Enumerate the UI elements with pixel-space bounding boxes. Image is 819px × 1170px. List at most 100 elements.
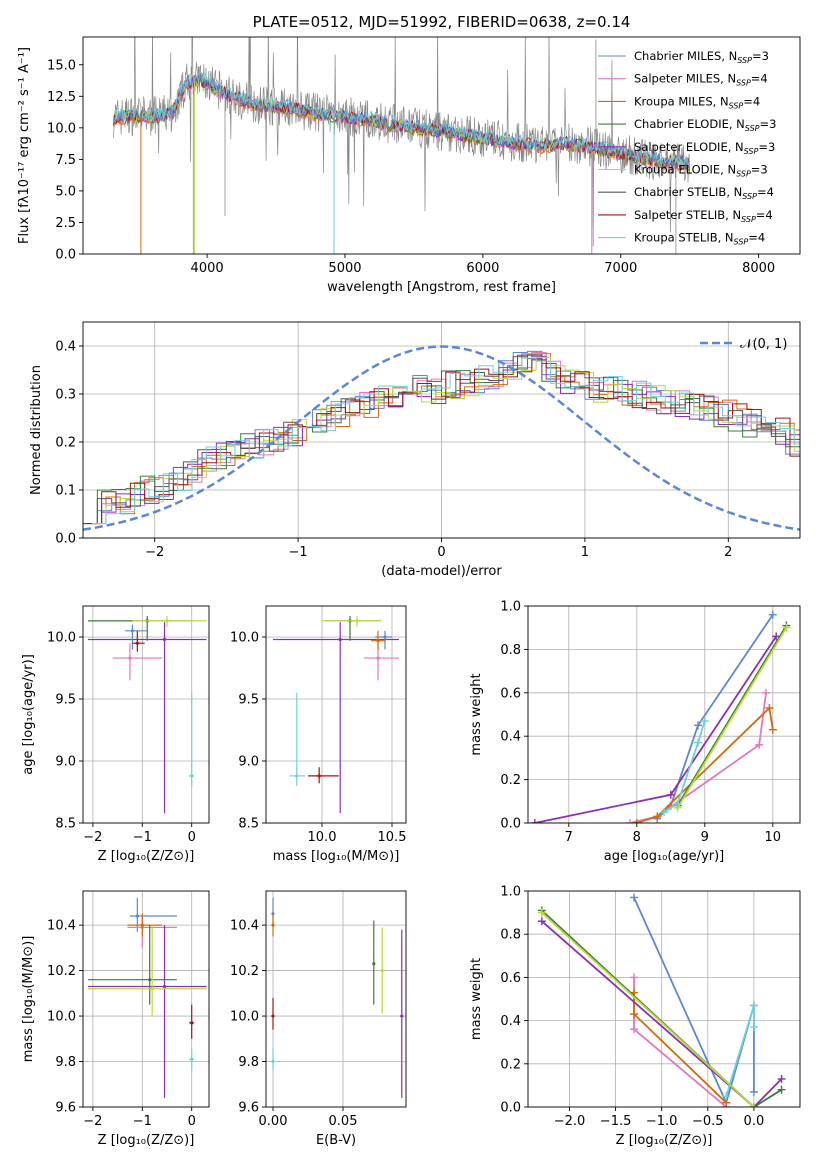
residual-histogram [87,359,800,525]
data-point [162,984,167,989]
x-axis-label: Z [log₁₀(Z/Z⊙)] [98,849,195,864]
legend-entry: Chabrier ELODIE, NSSP=3 [634,117,776,133]
weight-line [541,909,783,1107]
x-tick-label: −2 [145,545,164,560]
x-axis-label: Z [log₁₀(Z/Z⊙)] [616,1133,713,1148]
x-tick-label: 0.0 [744,1114,765,1129]
weight-line [676,625,788,807]
y-tick-label: 10.0 [47,1010,76,1025]
legend-sub: SSP [741,215,756,224]
model-spectrum [113,71,690,167]
y-axis-label: Flux [fλ10⁻¹⁷ erg cm⁻² s⁻¹ A⁻¹] [17,47,32,244]
y-tick-label: 0.4 [500,730,521,745]
x-tick-label: −2 [83,1114,102,1129]
weight-marker [749,1103,758,1107]
y-axis-label: mass weight [469,958,484,1040]
y-tick-label: 10.2 [47,964,76,979]
weight-line [725,1005,755,1097]
legend-entry: Salpeter STELIB, NSSP=4 [634,208,773,224]
weight-marker [768,725,777,734]
weight-line [541,911,755,1107]
axes-frame [82,321,801,539]
legend-name: Salpeter ELODIE, N [634,140,744,154]
x-tick-label: 7 [565,830,573,845]
y-tick-label: 1.0 [500,600,521,615]
residual-histogram [91,357,800,525]
weight-marker [765,703,774,712]
data-point [271,923,275,927]
legend-name: Chabrier ELODIE, N [634,117,745,131]
weight-marker [537,908,546,917]
residual-histogram [91,356,800,525]
legend-entry: Kroupa MILES, NSSP=4 [634,94,760,110]
weight-marker [530,819,539,823]
data-point [400,1014,404,1018]
legend-val: =4 [743,94,760,108]
data-point [295,774,299,778]
data-point [135,914,139,918]
y-tick-label: 10.0 [230,1010,259,1025]
legend-normal-label: 𝒩(0, 1) [740,337,787,352]
weight-marker [694,738,702,747]
y-tick-label: 12.5 [47,90,76,105]
x-tick-label: 0.00 [259,1114,288,1129]
legend-val: =3 [760,117,777,131]
legend-entry: Kroupa STELIB, NSSP=4 [634,231,765,247]
observed-spectrum [112,37,691,233]
y-axis-label: Normed distribution [29,365,44,495]
data-point [165,619,169,623]
y-tick-label: 9.6 [55,1101,76,1116]
chart-title: PLATE=0512, MJD=51992, FIBERID=0638, z=0… [253,13,631,31]
plot-area [537,893,786,1107]
plot-area [530,610,791,823]
weight-line [676,627,788,809]
y-tick-label: 9.5 [238,693,259,708]
weight-line [541,920,783,1107]
legend-name: Kroupa MILES, N [634,94,729,108]
x-tick-label: 10.0 [308,830,337,845]
legend-sub: SSP [745,124,760,133]
x-tick-label: 1 [581,545,589,560]
x-tick-label: 10.5 [378,830,407,845]
residual-histogram [87,354,800,525]
y-tick-label: 9.6 [238,1101,259,1116]
x-axis-label: wavelength [Angstrom, rest frame] [327,280,556,295]
data-point [383,635,387,639]
y-tick-label: 0.0 [500,1101,521,1116]
x-tick-label: −2.0 [554,1114,586,1129]
weight-marker [749,1023,758,1032]
legend-sub: SSP [736,170,751,179]
x-tick-label: 6000 [466,261,499,276]
data-point [190,774,194,778]
data-point [380,968,384,973]
data-point [338,637,342,642]
y-tick-label: 10.4 [230,919,259,934]
weight-marker [626,819,634,823]
axes-frame [265,890,407,1108]
data-point [130,629,135,633]
plot-area [87,615,207,814]
legend-val: =4 [748,231,765,245]
weight-marker [768,610,777,619]
y-tick-label: 0.2 [500,1057,521,1072]
y-tick-label: 2.5 [55,216,76,231]
plot-area [87,897,207,1098]
x-tick-label: 0 [188,830,196,845]
weight-marker [630,973,639,982]
weight-marker [537,917,546,926]
x-tick-label: 5000 [328,261,361,276]
legend-entry: Salpeter MILES, NSSP=4 [634,72,768,88]
legend-entry: Chabrier STELIB, NSSP=4 [634,185,774,201]
y-tick-label: 1.0 [500,885,521,900]
plot-area [271,897,404,1098]
y-tick-label: 0.6 [500,686,521,701]
legend-val: =4 [751,72,768,86]
weight-marker [777,1074,786,1083]
x-tick-label: 0 [188,1114,196,1129]
y-tick-label: 0.8 [500,643,521,658]
data-point [317,774,321,778]
weight-marker [782,623,791,632]
data-point [128,656,132,660]
y-tick-label: 9.5 [55,693,76,708]
weight-marker [700,717,709,726]
